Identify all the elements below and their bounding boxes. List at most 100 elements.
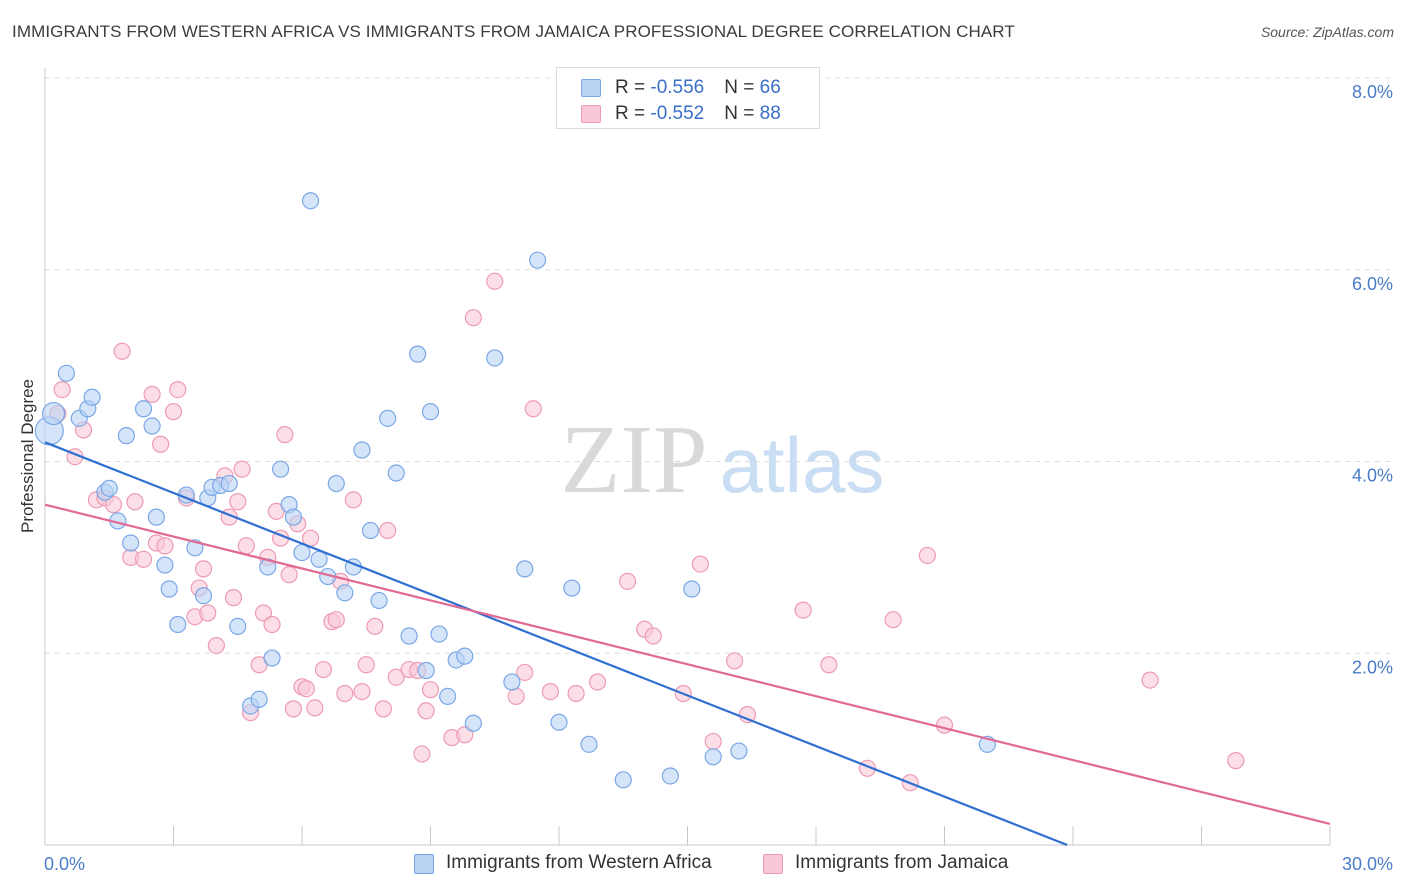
jamaica-point <box>588 673 607 691</box>
legend-label: Immigrants from Jamaica <box>795 852 1009 873</box>
grid <box>45 77 1392 654</box>
western-africa-point <box>147 508 165 526</box>
western-africa-point <box>327 474 345 493</box>
source-credit: Source: ZipAtlas.com <box>1260 24 1394 40</box>
jamaica-point <box>884 611 902 629</box>
western-africa-point <box>430 625 448 643</box>
jamaica-point <box>618 572 637 590</box>
jamaica-point <box>524 400 542 418</box>
jamaica-point <box>417 702 435 720</box>
jamaica-point <box>456 726 474 744</box>
western-africa-point <box>516 560 534 578</box>
western-africa-points <box>34 192 996 789</box>
jamaica-point <box>644 627 662 645</box>
jamaica-point <box>199 604 217 622</box>
jamaica-point <box>387 668 405 686</box>
western-africa-point <box>229 617 247 636</box>
western-africa-point <box>284 508 303 526</box>
y-tick-label: 4.0% <box>1352 466 1393 486</box>
western-africa-point <box>486 349 504 367</box>
western-africa-point <box>614 771 632 789</box>
western-africa-point <box>169 615 187 634</box>
n-label: N = <box>724 103 760 124</box>
western-africa-point <box>293 543 311 562</box>
western-africa-point <box>400 627 418 645</box>
jamaica-point <box>918 546 936 565</box>
western-africa-point <box>439 687 457 705</box>
chart-title: IMMIGRANTS FROM WESTERN AFRICA VS IMMIGR… <box>12 22 1015 41</box>
western-africa-point <box>353 441 371 459</box>
jamaica-point <box>169 380 187 399</box>
jamaica-trend-line <box>44 503 1331 825</box>
jamaica-point <box>486 272 504 290</box>
western-africa-point <box>361 521 380 540</box>
jamaica-point <box>164 403 183 421</box>
western-africa-point <box>580 735 598 753</box>
western-africa-point <box>271 460 290 478</box>
jamaica-point <box>113 342 131 360</box>
jamaica-point <box>726 652 744 670</box>
jamaica-point <box>353 682 371 701</box>
western-africa-point <box>370 591 388 610</box>
western-africa-point <box>528 251 547 269</box>
jamaica-point <box>314 660 333 679</box>
n-label: N = <box>724 77 760 98</box>
legend-swatch-pink <box>763 854 783 874</box>
jamaica-point <box>935 716 954 734</box>
jamaica-point <box>194 560 213 578</box>
jamaica-point <box>413 745 431 763</box>
western-africa-point <box>409 345 427 363</box>
y-tick-label: 2.0% <box>1352 657 1393 677</box>
western-africa-point <box>301 192 320 210</box>
western-africa-point <box>683 580 701 598</box>
jamaica-point <box>263 615 281 634</box>
western-africa-point <box>122 534 140 552</box>
jamaica-point <box>306 699 324 717</box>
pink-swatch <box>581 105 601 123</box>
western-africa-point <box>41 401 66 426</box>
jamaica-point <box>237 537 255 555</box>
jamaica-point <box>327 611 345 629</box>
watermark-atlas: atlas <box>720 421 885 509</box>
western-africa-point <box>379 409 397 427</box>
jamaica-point <box>379 521 397 540</box>
western-africa-point <box>661 767 679 785</box>
jamaica-point <box>704 732 722 751</box>
jamaica-point <box>421 681 440 699</box>
jamaica-point <box>820 656 838 674</box>
western-africa-point <box>220 474 238 493</box>
western-africa-point <box>336 584 354 602</box>
western-africa-point <box>503 673 521 691</box>
legend-swatch-blue <box>414 854 434 874</box>
jamaica-point <box>284 700 303 718</box>
western-africa-point <box>100 479 118 497</box>
western-africa-point <box>730 742 748 760</box>
jamaica-point <box>126 493 144 511</box>
western-africa-trend-line <box>44 441 1068 847</box>
y-tick-label: 8.0% <box>1352 82 1393 102</box>
stats-box: R = -0.556 N = 66 R = -0.552 N = 88 <box>556 67 820 129</box>
jamaica-point <box>53 380 71 399</box>
western-africa-point <box>417 661 435 680</box>
jamaica-point <box>152 435 170 453</box>
jamaica-point <box>567 684 585 703</box>
jamaica-point <box>464 309 482 327</box>
legend: Immigrants from Western Africa Immigrant… <box>0 851 1406 877</box>
x-tick-label: 30.0% <box>1342 854 1393 874</box>
r-value: -0.556 <box>650 77 705 98</box>
jamaica-point <box>276 426 294 444</box>
western-africa-point <box>156 556 174 574</box>
western-africa-point <box>704 748 722 766</box>
jamaica-point <box>254 604 273 622</box>
n-value: 66 <box>759 77 781 98</box>
jamaica-point <box>229 493 247 511</box>
blue-swatch <box>581 79 601 97</box>
western-africa-point <box>160 580 178 598</box>
jamaica-point <box>357 656 375 674</box>
western-africa-point <box>421 403 440 421</box>
jamaica-point <box>374 700 392 718</box>
watermark-zip: ZIP <box>561 406 708 514</box>
western-africa-point <box>387 464 405 482</box>
y-tick-labels: 2.0% 4.0% 6.0% 8.0% <box>1352 82 1393 677</box>
jamaica-point <box>233 460 251 478</box>
